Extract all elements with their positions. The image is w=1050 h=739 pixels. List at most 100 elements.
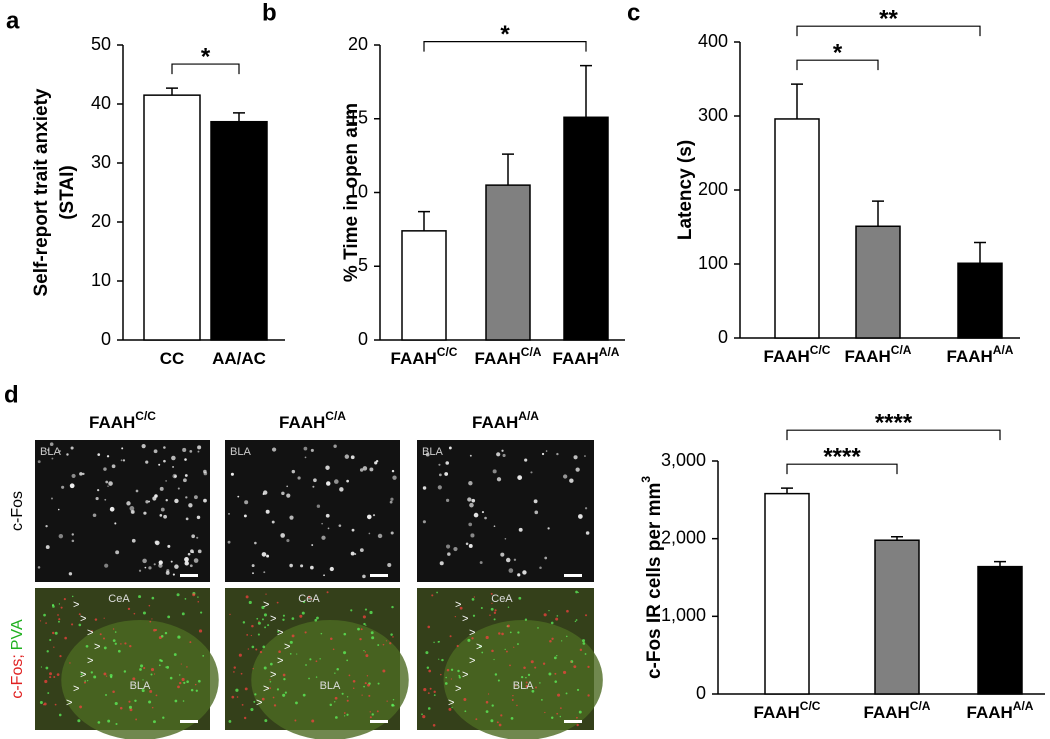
cell-dot <box>233 671 235 673</box>
cell-dot <box>45 622 47 624</box>
cell-dot <box>389 500 393 504</box>
cell-dot <box>369 716 372 719</box>
cell-dot <box>522 570 527 575</box>
cell-dot <box>377 533 383 539</box>
bar <box>210 120 268 341</box>
cell-dot <box>501 632 504 636</box>
cell-dot <box>130 509 135 514</box>
cell-dot <box>132 677 136 681</box>
cell-dot <box>436 591 438 594</box>
cell-dot <box>59 450 61 452</box>
cell-dot <box>464 710 467 713</box>
cell-dot <box>49 672 52 676</box>
cell-dot <box>444 682 448 685</box>
y-tick-label: 300 <box>698 105 728 125</box>
x-tick-label-text: FAAH <box>864 703 910 722</box>
cell-dot <box>135 718 138 721</box>
cell-dot <box>84 680 86 682</box>
cell-dot <box>189 564 193 568</box>
cell-dot <box>154 494 158 498</box>
cell-dot <box>154 540 159 545</box>
cell-dot <box>574 620 577 623</box>
cell-dot <box>491 649 494 653</box>
cell-dot <box>129 644 132 648</box>
x-tick-label-text: FAAH <box>845 347 891 366</box>
x-tick-label-text: FAAH <box>475 349 521 368</box>
cell-dot <box>131 538 136 543</box>
cell-dot <box>165 570 170 575</box>
cell-dot <box>191 534 195 539</box>
cell-dot <box>352 679 356 683</box>
cell-dot <box>183 478 187 483</box>
cell-dot <box>149 690 153 693</box>
cell-dot <box>37 460 41 464</box>
cell-dot <box>487 693 490 695</box>
cell-dot <box>167 544 171 548</box>
arrowhead: > <box>277 655 283 667</box>
x-tick-label: FAAHC/C <box>391 345 458 368</box>
cell-dot <box>151 706 154 709</box>
cell-dot <box>539 682 541 684</box>
cell-dot <box>162 716 165 719</box>
y-axis-label-text: c-Fos IR cells per mm <box>644 483 665 679</box>
cell-dot <box>250 634 252 637</box>
cfos-image <box>35 440 210 582</box>
cell-dot <box>103 467 107 471</box>
cell-dot <box>196 536 199 539</box>
cell-dot <box>170 560 173 563</box>
cell-dot <box>90 671 93 674</box>
cell-dot <box>155 628 158 632</box>
cell-dot <box>152 720 156 724</box>
cell-dot <box>348 674 351 677</box>
cell-dot <box>498 632 501 635</box>
cell-dot <box>302 693 306 697</box>
cell-dot <box>440 673 442 676</box>
bar <box>855 225 901 339</box>
cell-dot <box>575 467 580 472</box>
cell-dot <box>45 525 48 528</box>
cell-dot <box>158 560 163 565</box>
x-tick-label-text: FAAH <box>391 349 437 368</box>
cell-dot <box>427 707 431 710</box>
cell-dot <box>159 658 162 662</box>
region-label: CeA <box>108 593 130 605</box>
cell-dot <box>58 603 61 605</box>
cell-dot <box>557 693 561 697</box>
region-label: BLA <box>320 680 341 692</box>
cell-dot <box>185 496 188 499</box>
significance-label: ** <box>879 6 898 33</box>
cell-dot <box>310 448 314 452</box>
cell-dot <box>369 711 371 713</box>
x-tick-label: FAAHA/A <box>947 343 1014 366</box>
cell-dot <box>335 716 338 719</box>
cell-dot <box>469 502 474 508</box>
x-tick-label: FAAHC/A <box>864 699 931 722</box>
scale-bar <box>180 720 198 723</box>
cell-dot <box>371 713 374 716</box>
cell-dot <box>265 593 267 595</box>
cell-dot <box>493 525 496 528</box>
cell-dot <box>71 473 76 478</box>
cell-dot <box>230 472 234 476</box>
cell-dot <box>244 500 249 505</box>
significance-label: **** <box>875 410 913 437</box>
cell-dot <box>145 500 149 504</box>
cell-dot <box>392 475 397 480</box>
significance-label: * <box>201 43 211 70</box>
cell-dot <box>508 568 514 573</box>
panel-letter: a <box>6 7 20 34</box>
arrowhead: > <box>87 627 93 639</box>
cell-dot <box>545 450 548 452</box>
cell-dot <box>565 692 568 695</box>
cell-dot <box>359 548 364 553</box>
cell-dot <box>257 633 260 636</box>
cell-dot <box>584 507 588 510</box>
cell-dot <box>128 700 131 703</box>
cell-dot <box>515 685 517 687</box>
cell-dot <box>58 533 64 539</box>
cell-dot <box>310 565 314 570</box>
error-bar <box>166 87 178 96</box>
y-tick-label: 10 <box>91 270 111 290</box>
y-tick-label: 5 <box>358 255 368 275</box>
cell-dot <box>188 503 193 508</box>
